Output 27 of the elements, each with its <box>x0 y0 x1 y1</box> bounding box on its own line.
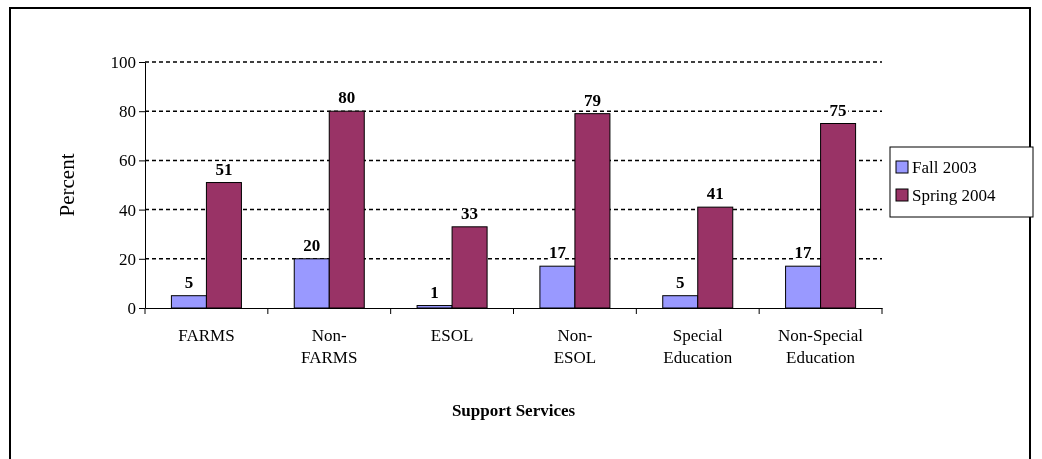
y-tick-label: 20 <box>119 249 136 269</box>
data-label: 20 <box>303 235 321 255</box>
y-tick-label: 80 <box>119 102 136 122</box>
y-axis-title: Percent <box>55 153 79 217</box>
data-label: 80 <box>338 88 356 108</box>
y-tick-label: 40 <box>119 200 136 220</box>
data-label: 1 <box>430 282 439 302</box>
y-tick-label: 100 <box>110 52 136 72</box>
x-tick-label: Special Education <box>663 326 733 367</box>
legend-label: Spring 2004 <box>912 186 997 205</box>
data-label: 5 <box>184 272 194 292</box>
data-label: 5 <box>676 272 685 292</box>
data-label: 79 <box>583 90 601 110</box>
x-axis-title: Support Services <box>451 401 576 420</box>
y-tick-label: 60 <box>119 151 136 171</box>
y-tick-label: 0 <box>127 298 136 318</box>
data-label: 41 <box>706 184 724 204</box>
x-tick-label: ESOL <box>430 326 474 345</box>
data-label: 51 <box>215 159 233 179</box>
data-label: 75 <box>829 100 847 120</box>
data-label: 17 <box>548 243 567 263</box>
legend-label: Fall 2003 <box>912 158 977 177</box>
x-tick-label: Non-FARMS <box>301 326 358 367</box>
x-tick-label: Non-Special Education <box>778 326 864 367</box>
x-tick-label: FARMS <box>178 326 235 345</box>
x-tick-label: Non-ESOL <box>553 326 597 367</box>
data-label: 17 <box>794 243 813 263</box>
